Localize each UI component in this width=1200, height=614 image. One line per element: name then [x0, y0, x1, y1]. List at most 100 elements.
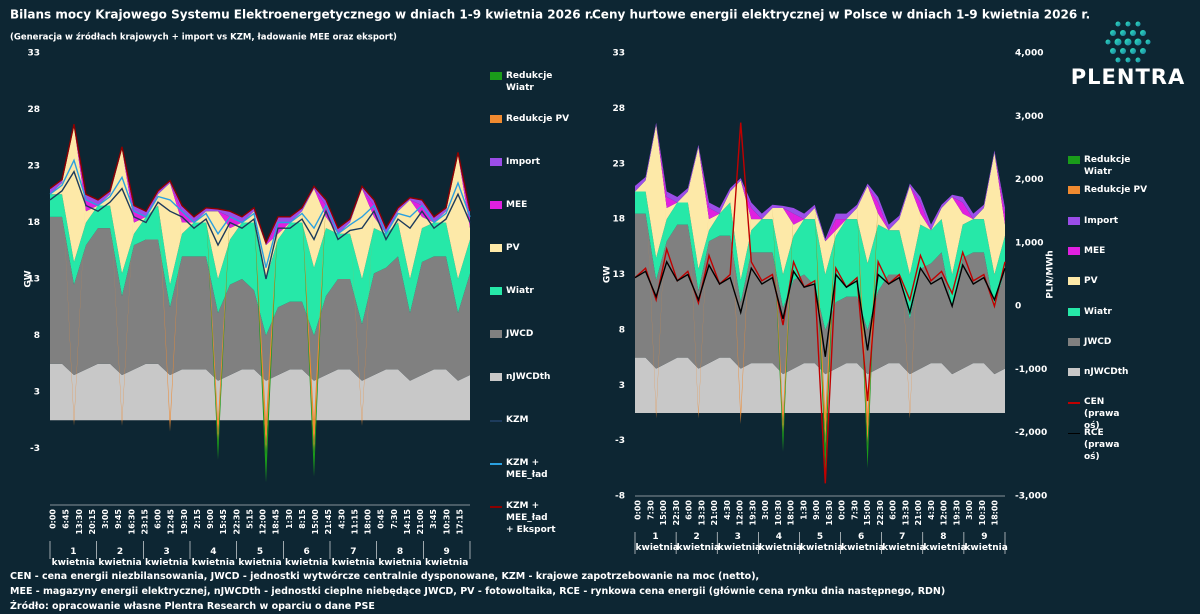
x-tick-label: 22:30 — [672, 500, 681, 526]
legend-swatch — [1068, 368, 1080, 377]
legend-item: PV — [1068, 275, 1148, 287]
x-tick-label: 11:15 — [350, 509, 359, 535]
y2-tick-label: 0 — [1015, 302, 1021, 312]
legend-label: nJWCDth — [506, 372, 551, 382]
legend-label: MEE — [1084, 245, 1106, 256]
x-tick-label: 10:30 — [442, 509, 451, 535]
y-tick-label: -3 — [615, 436, 625, 446]
x-tick-label: 0:00 — [634, 500, 643, 520]
legend-label: KZM + MEE_ład + Eksport — [506, 501, 556, 535]
legend-swatch — [490, 158, 502, 166]
legend-swatch — [490, 373, 502, 381]
logo-text: PLENTRA — [1071, 65, 1185, 89]
x-tick-label: 14:15 — [403, 509, 412, 535]
legend-item: KZM + MEE_ład + Eksport — [490, 500, 570, 536]
x-tick-label: 3:00 — [965, 500, 974, 520]
line — [634, 260, 1006, 357]
x-tick-label: 4:30 — [337, 509, 346, 529]
legend-item: KZM + MEE_ład — [490, 457, 570, 481]
x-tick-label: 15:00 — [659, 500, 668, 526]
legend-swatch — [490, 506, 502, 508]
x-tick-label: 12:45 — [167, 509, 176, 535]
x-tick-label: 22:30 — [876, 500, 885, 526]
legend-swatch — [490, 330, 502, 338]
legend-label: Wiatr — [1084, 306, 1112, 317]
x-tick-label: 4:30 — [723, 500, 732, 520]
x-tick-label: 7:30 — [646, 500, 655, 520]
legend-label: nJWCDth — [1084, 367, 1129, 378]
x-tick-label: 3:00 — [101, 509, 110, 529]
x-tick-label: 15:45 — [219, 509, 228, 535]
y-tick-label: 28 — [612, 104, 625, 114]
legend-swatch — [1068, 337, 1080, 346]
day-label: 7 kwietnia — [882, 532, 926, 553]
x-tick-label: 8:15 — [298, 509, 307, 529]
x-tick-label: 21:00 — [914, 500, 923, 526]
legend-swatch — [1068, 246, 1080, 255]
day-label: 6 kwietnia — [841, 532, 885, 553]
x-tick-label: 6:45 — [62, 509, 71, 529]
day-label: 9 kwietnia — [424, 547, 469, 568]
x-tick-label: 2:15 — [193, 509, 202, 529]
y-tick-label: -8 — [615, 492, 625, 502]
x-tick-label: 22:30 — [232, 509, 241, 535]
legend-label: JWCD — [1084, 336, 1112, 347]
legend-swatch — [1068, 156, 1080, 164]
x-tick-label: 18:00 — [991, 500, 1000, 526]
x-tick-label: 15:00 — [863, 500, 872, 526]
legend-label: KZM + MEE_ład — [506, 458, 548, 480]
legend-item: nJWCDth — [490, 371, 570, 383]
day-label: 1 kwietnia — [635, 532, 679, 553]
x-tick-label: 10:30 — [774, 500, 783, 526]
x-tick-label: 19:30 — [748, 500, 757, 526]
x-tick-label: 7:30 — [850, 500, 859, 520]
day-label: 2 kwietnia — [676, 532, 721, 553]
x-tick-label: 17:15 — [455, 509, 464, 535]
x-tick-label: 19:30 — [180, 509, 189, 535]
day-label: 8 kwietnia — [923, 532, 967, 553]
note: Źródło: opracowanie własne Plentra Resea… — [10, 601, 375, 612]
y-tick-label: 13 — [612, 270, 625, 280]
x-tick-label: 9:45 — [114, 509, 123, 529]
legend-label: Import — [1084, 215, 1119, 226]
area — [50, 194, 470, 336]
x-tick-label: 12:00 — [940, 500, 949, 526]
y-tick-label: 18 — [27, 218, 40, 228]
legend-item: nJWCDth — [1068, 366, 1148, 378]
x-tick-label: 0:00 — [49, 509, 58, 529]
legend-item: Redukcje Wiatr — [490, 70, 570, 94]
day-label: 4 kwietnia — [758, 532, 803, 553]
legend-label: Wiatr — [506, 286, 534, 296]
x-tick-label: 1:30 — [285, 509, 294, 529]
x-tick-label: 20:15 — [88, 509, 97, 535]
legend-label: KZM — [506, 415, 529, 425]
legend-label: Redukcje Wiatr — [1084, 155, 1131, 177]
legend-swatch — [1068, 216, 1080, 225]
y2-axis-label: PLN/MWh — [1046, 250, 1056, 298]
y-tick-label: 13 — [27, 275, 40, 285]
y-tick-label: 8 — [34, 331, 40, 341]
x-tick-label: 0:00 — [838, 500, 847, 520]
legend-swatch — [490, 463, 502, 465]
legend-label: PV — [506, 243, 520, 253]
legend-label: RCE (prawa oś) — [1084, 427, 1120, 462]
legend-label: Redukcje PV — [506, 114, 570, 124]
y2-tick-label: 4,000 — [1015, 49, 1043, 59]
y-tick-label: 3 — [34, 388, 40, 398]
day-label: 9 kwietnia — [964, 532, 1008, 553]
chart-title: Ceny hurtowe energii elektrycznej w Pols… — [592, 8, 1090, 22]
day-label: 8 kwietnia — [378, 547, 422, 568]
legend-swatch — [1068, 307, 1080, 316]
x-tick-label: 12:00 — [736, 500, 745, 526]
day-label: 1 kwietnia — [51, 547, 95, 568]
legend-item: Import — [490, 156, 570, 168]
y-axis-label: GW — [603, 266, 613, 283]
y2-tick-label: 3,000 — [1015, 112, 1043, 122]
legend-item: Redukcje PV — [490, 113, 570, 125]
x-tick-label: 5:15 — [245, 509, 254, 529]
y-tick-label: 33 — [612, 49, 625, 59]
day-label: 5 kwietnia — [238, 547, 282, 568]
chart-subtitle: (Generacja w źródłach krajowych + import… — [10, 32, 397, 43]
